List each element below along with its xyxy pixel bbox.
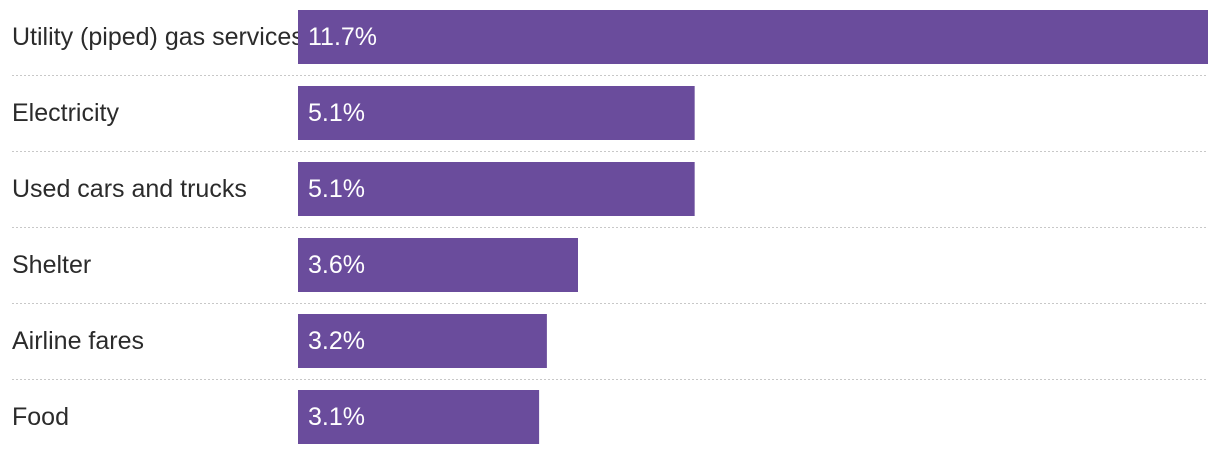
category-label: Airline fares	[12, 327, 144, 355]
value-label: 5.1%	[308, 99, 365, 127]
bar	[298, 162, 695, 216]
bar	[298, 390, 540, 444]
category-label: Electricity	[12, 99, 119, 127]
category-label: Shelter	[12, 251, 91, 279]
value-label: 5.1%	[308, 175, 365, 203]
chart-rows: Utility (piped) gas services 11.7% Electri…	[12, 10, 1208, 444]
bar	[298, 86, 695, 140]
category-label: Utility (piped) gas services	[12, 23, 304, 51]
value-label: 3.2%	[308, 327, 365, 355]
bar	[298, 314, 547, 368]
value-label: 11.7%	[308, 23, 377, 51]
bar	[298, 10, 1208, 64]
bar	[298, 238, 578, 292]
value-label: 3.1%	[308, 403, 365, 431]
category-label: Food	[12, 403, 69, 431]
category-label: Used cars and trucks	[12, 175, 247, 203]
value-label: 3.6%	[308, 251, 365, 279]
